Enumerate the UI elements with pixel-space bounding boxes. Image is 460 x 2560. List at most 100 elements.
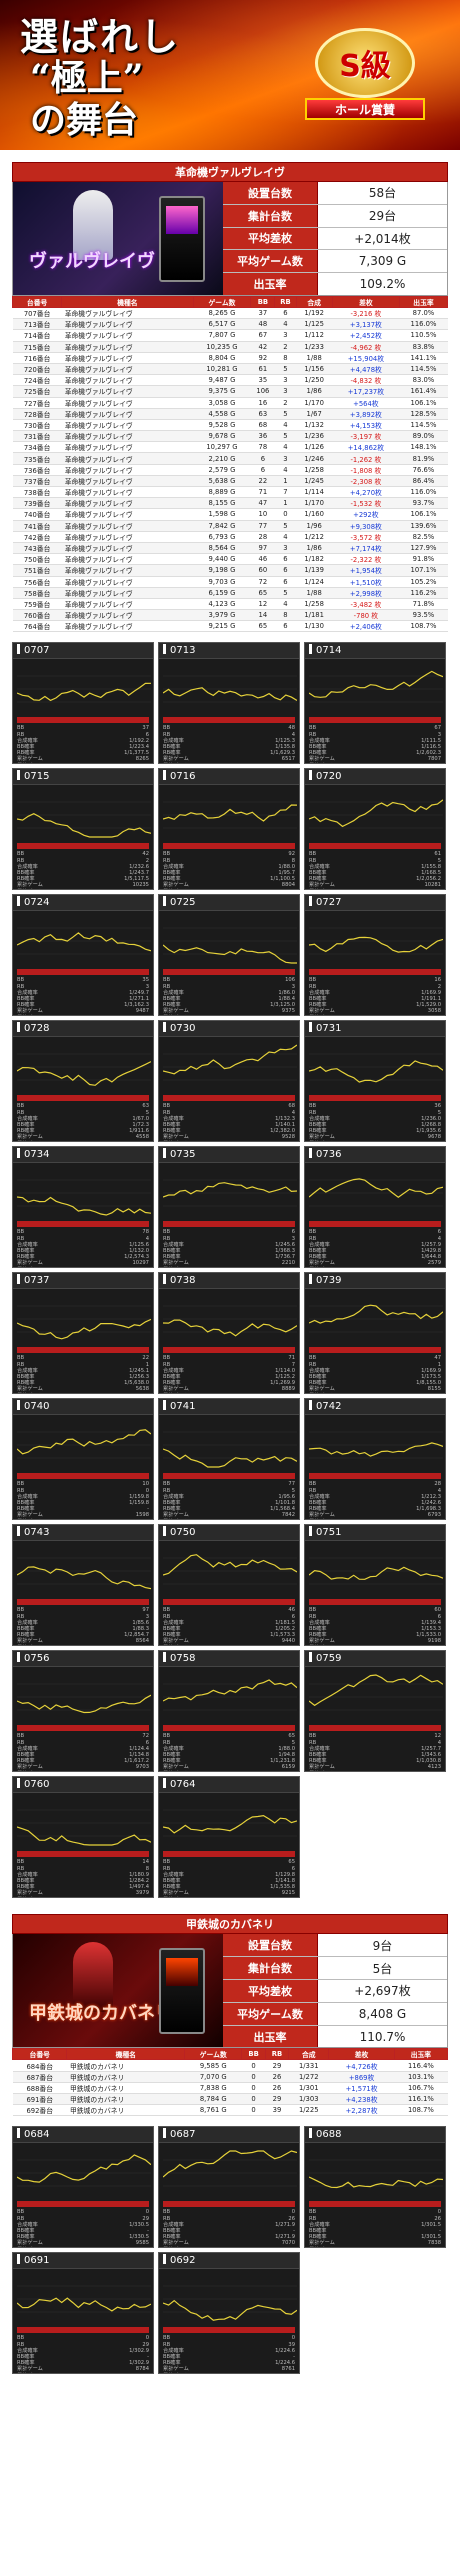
graph-info-value: 71 [288,1355,295,1362]
graph-info-value: 1/1,535.8 [270,1884,295,1891]
graph-info-value: 9528 [281,1134,295,1141]
slump-graph-card: 0736 BB 6 RB 4 合成確率 1/257.9 BB確率 1/429.8 RB確率 1/64… [304,1146,446,1269]
table-cell: 4 [274,441,297,454]
graph-info-row: 最終ゲーム 39 [163,2247,295,2248]
graph-info-label: BB [17,2335,25,2342]
graph-info-label: RB確率 [163,750,181,757]
graph-info-label: 最終ゲーム [309,1771,335,1772]
graph-info: BB 37 RB 6 合成確率 1/192.2 BB確率 1/223.4 RB確率 1/1,377… [17,725,149,763]
graph-info-label: 最終ゲーム [163,1015,189,1016]
graph-info-value: 1/736.7 [275,1254,295,1261]
graph-info-row: RB 39 [163,2342,295,2348]
graph-info-value: 1/271.9 [275,2221,295,2228]
table-cell: 9,528 G [193,419,251,432]
slump-graph-card: 0760 BB 14 RB 8 合成確率 1/180.9 BB確率 1/284.2 RB確率 1/4… [12,1776,154,1899]
graph-info-label: 合成確率 [309,1241,330,1248]
graph-info-label: BB確率 [17,1374,35,1381]
graph-info-row: BB確率 1/284.2 [17,1878,149,1884]
table-cell: +3,892枚 [332,408,400,420]
graph-info-row: BB確率 - [163,2228,295,2234]
graph-info-label: BB確率 [309,1500,327,1507]
graph-info-row: 最終ゲーム 74 [163,1645,295,1646]
graph-info-row: RB確率 1/1,529.0 [309,1002,441,1008]
graph-info-label: 累計ゲーム [17,1260,43,1267]
graph-info-label: 累計ゲーム [309,2240,335,2247]
graph-info-value: 339 [431,1015,441,1016]
stat-row: 設置台数 58台 [223,182,447,205]
graph-info-label: BB [17,1229,25,1236]
summary-stats: 設置台数 58台 集計台数 29台 平均差枚 +2,014枚 平均ゲーム数 7,309 G 出玉… [223,182,447,295]
graph-info-value: 4 [291,731,295,738]
stat-value: 58台 [318,182,447,204]
graph-info-value: 2 [437,983,441,990]
slump-graph-card: 0737 BB 22 RB 1 合成確率 1/245.1 BB確率 1/256.3 RB確率 1/5… [12,1272,154,1395]
graph-info-row: 最終ゲーム 90 [17,1897,149,1898]
graph-info-value: 26 [288,2215,295,2222]
table-row: 716番台 革命機ヴァルヴレイヴ 8,804 G 92 8 1/88 +15,904枚 141… [12,352,448,364]
graph-info-row: RB 26 [309,2216,441,2222]
table-cell: 103.1% [394,2071,448,2083]
graph-info-label: 合成確率 [163,1619,184,1626]
graph-info-row: 合成確率 1/86.0 [163,990,295,996]
graph-info-value: 1/5,117.5 [124,876,149,883]
graph-info-value: 1/249.7 [129,989,149,996]
machine-summary: 甲鉄城のカバネリ 設置台数 9台 集計台数 5台 平均差枚 +2,697枚 平均ゲーム数 8,… [12,1934,448,2049]
table-cell: 110.5% [399,329,448,342]
table-cell: 37 [250,307,275,320]
table-cell: 39 [265,2104,289,2117]
graph-info-row: 累計ゲーム 9440 [163,1638,295,1644]
graph-info-value: 1/129.8 [275,1871,295,1878]
graph-info-value: 36 [434,1103,441,1110]
graph-info-label: RB [17,731,25,738]
graph-info-row: BB確率 1/95.7 [163,870,295,876]
table-cell: 8,761 G [184,2104,242,2117]
table-header-cell: 合成 [295,296,333,308]
graph-info-row: 累計ゲーム 3979 [17,1890,149,1896]
graph-info-row: RB確率 1/1,533.0 [309,1632,441,1638]
graph-info-value: 5 [291,1487,295,1494]
table-cell: 28 [250,531,275,543]
graph-info-value: 6159 [281,1764,295,1771]
rank-badge-ribbon: ホール賞賛 [305,98,425,120]
graph-info-row: 最終ゲーム 345 [163,889,295,890]
graph-info-value: 8155 [427,1386,441,1393]
table-row: 724番台 革命機ヴァルヴレイヴ 9,487 G 35 3 1/250 -4,832 枚 83… [12,374,448,387]
graph-bonus-bar [17,1221,149,1228]
graph-bonus-bar [17,1095,149,1102]
slump-graph [163,802,297,829]
slump-line [17,1429,151,1455]
graph-info-row: BB 46 [163,1607,295,1613]
table-cell: 89.0% [399,430,448,443]
graph-info-label: BB [163,977,171,984]
graph-info-value: 1/132.0 [129,1248,149,1255]
table-cell: 5,638 G [193,475,251,488]
graph-info-label: BB確率 [163,2227,181,2234]
graph-info: BB 0 RB 29 合成確率 1/302.9 BB確率 - RB確率 1/302.9 累計ゲーム 8… [17,2335,149,2373]
rank-badge-letter: S級 [315,28,415,98]
graph-info-value: 166 [431,1645,441,1646]
graph-info-label: RB確率 [17,1254,35,1261]
graph-info-label: BB確率 [17,1248,35,1255]
table-cell: 10,235 G [193,341,251,353]
table-cell: 87.0% [399,307,448,320]
graph-info-label: RB [17,1361,25,1368]
graph-info-label: 累計ゲーム [17,1638,43,1645]
graph-info-value: 7 [291,1361,295,1368]
stat-label: 設置台数 [223,1934,318,1957]
graph-info-value: 29 [142,2215,149,2222]
table-cell: 684番台 [12,2059,67,2072]
table-cell: 740番台 [12,508,62,521]
graph-info-value: 1/205.2 [275,1626,295,1633]
graph-info-row: 最終ゲーム 339 [309,1015,441,1016]
table-cell: 6 [274,620,297,633]
graph-info-row: BB確率 1/140.1 [163,1122,295,1128]
slump-graph-card: 0730 BB 68 RB 4 合成確率 1/132.3 BB確率 1/140.1 RB確率 1/2… [158,1020,300,1143]
graph-info-value: 48 [288,725,295,732]
graph-info-value: 4123 [427,1764,441,1771]
table-cell: 1 [274,475,297,488]
graph-info-label: 最終ゲーム [163,2247,189,2248]
slump-graph-card: 0727 BB 16 RB 2 合成確率 1/169.9 BB確率 1/191.1 RB確率 1/1… [304,894,446,1017]
graph-info-value: 1/134.8 [129,1752,149,1759]
stat-value: +2,697枚 [318,1980,447,2002]
graph-info-label: BB確率 [163,996,181,1003]
